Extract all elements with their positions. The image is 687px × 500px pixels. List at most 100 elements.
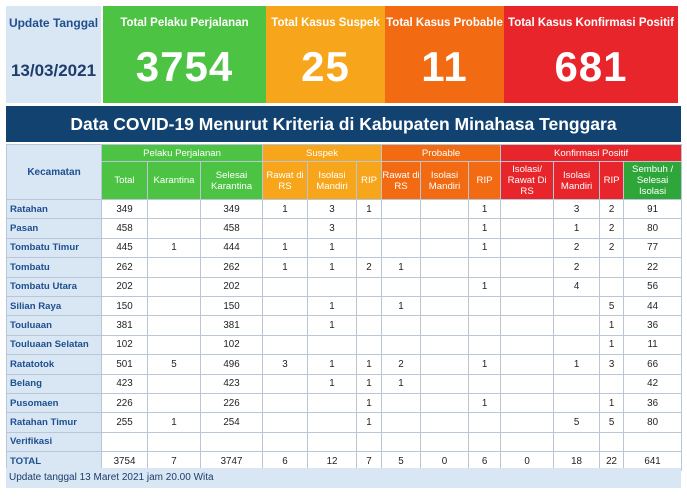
table-cell (599, 431, 625, 453)
kecamatan-header: Kecamatan (6, 144, 102, 200)
table-cell: 381 (199, 315, 264, 336)
table-cell (381, 237, 422, 259)
table-row: Tombatu Utara 202 202 1 4 56 (6, 276, 683, 297)
kecamatan-name: Ratatotok (6, 354, 102, 375)
table-cell: 5 (553, 412, 601, 433)
table-cell: 262 (101, 257, 148, 278)
table-cell (147, 392, 201, 414)
kecamatan-name: Pasan (6, 218, 102, 239)
table-cell (500, 237, 555, 259)
column-header: RIP (356, 161, 383, 200)
table-cell: 1 (381, 373, 422, 394)
table-cell: 458 (199, 218, 264, 239)
table-cell (500, 373, 555, 394)
table-cell (307, 392, 358, 414)
table-cell (147, 431, 201, 453)
table-cell (468, 431, 502, 453)
table-cell (420, 295, 470, 317)
kecamatan-name: Verifikasi (6, 431, 102, 453)
table-cell: 0 (420, 451, 470, 472)
table-row: Silian Raya 150 150 1 1 5 44 (6, 295, 683, 317)
table-cell (553, 373, 601, 394)
table-cell (262, 295, 309, 317)
table-cell (468, 412, 502, 433)
table-cell (262, 334, 309, 356)
kecamatan-name: Ratahan Timur (6, 412, 102, 433)
card-value: 11 (421, 43, 468, 90)
kecamatan-name: TOTAL (6, 451, 102, 472)
table-cell: 202 (101, 276, 148, 297)
kecamatan-name: Tombatu (6, 257, 102, 278)
table-cell (147, 295, 201, 317)
card-value: 3754 (135, 43, 234, 90)
table-cell: 255 (101, 412, 148, 433)
table-cell: 22 (599, 451, 625, 472)
column-header: Total (101, 161, 148, 200)
table-cell: 77 (623, 237, 683, 259)
card-total-travelers: Total Pelaku Perjalanan 3754 (103, 6, 266, 103)
table-cell (420, 257, 470, 278)
table-cell: 56 (623, 276, 683, 297)
table-cell (381, 431, 422, 453)
card-label: Total Kasus Suspek (271, 17, 380, 29)
table-cell: 1 (147, 412, 201, 433)
table-cell: 2 (599, 237, 625, 259)
table-cell: 3 (307, 198, 358, 220)
kecamatan-name: Tombatu Timur (6, 237, 102, 259)
table-cell (500, 334, 555, 356)
table-cell (262, 412, 309, 433)
table-cell: 3 (553, 198, 601, 220)
table-cell: 150 (101, 295, 148, 317)
table-cell (500, 412, 555, 433)
table-cell (599, 373, 625, 394)
table-cell: 1 (599, 315, 625, 336)
table-cell: 458 (101, 218, 148, 239)
table-cell (420, 392, 470, 414)
table-cell (356, 334, 383, 356)
column-header: Selesai Karantina (199, 161, 264, 200)
kecamatan-name: Tombatu Utara (6, 276, 102, 297)
update-date-panel: Update Tanggal 13/03/2021 (6, 6, 101, 103)
table-cell (147, 257, 201, 278)
table-row: Pusomaen 226 226 1 1 1 36 (6, 392, 683, 414)
table-cell (199, 431, 264, 453)
table-cell: 226 (199, 392, 264, 414)
table-cell (262, 373, 309, 394)
table-cell (500, 315, 555, 336)
column-header: Rawat di RS (262, 161, 309, 200)
table-row: Tombatu Timur 445 1 444 1 1 1 2 2 77 (6, 237, 683, 259)
table-cell: 349 (199, 198, 264, 220)
table-cell: 1 (307, 257, 358, 278)
kecamatan-name: Ratahan (6, 198, 102, 220)
table-cell (356, 431, 383, 453)
table-cell: 1 (356, 392, 383, 414)
table-cell: 3 (307, 218, 358, 239)
footer-note: Update tanggal 13 Maret 2021 jam 20.00 W… (6, 468, 681, 488)
table-cell: 501 (101, 354, 148, 375)
table-row: Pasan 458 458 3 1 1 2 80 (6, 218, 683, 239)
column-header: Isolasi Mandiri (420, 161, 470, 200)
column-header: RIP (468, 161, 502, 200)
table-cell (468, 315, 502, 336)
table-row: Touluaan 381 381 1 1 36 (6, 315, 683, 336)
table-cell (147, 315, 201, 336)
table-cell (147, 198, 201, 220)
group-header-pelaku: Pelaku Perjalanan (100, 144, 264, 162)
table-cell (147, 334, 201, 356)
table-cell (599, 276, 625, 297)
table-cell (420, 198, 470, 220)
column-header: Isolasi Mandiri (553, 161, 601, 200)
table-cell (553, 334, 601, 356)
table-cell: 1 (553, 218, 601, 239)
table-cell: 1 (307, 237, 358, 259)
column-header: Rawat di RS (381, 161, 422, 200)
table-cell (101, 431, 148, 453)
kecamatan-name: Silian Raya (6, 295, 102, 317)
table-cell (468, 257, 502, 278)
column-header: RIP (599, 161, 625, 200)
table-cell: 12 (307, 451, 358, 472)
table-cell (420, 412, 470, 433)
table-cell: 1 (468, 198, 502, 220)
table-cell: 1 (468, 354, 502, 375)
table-cell: 381 (101, 315, 148, 336)
